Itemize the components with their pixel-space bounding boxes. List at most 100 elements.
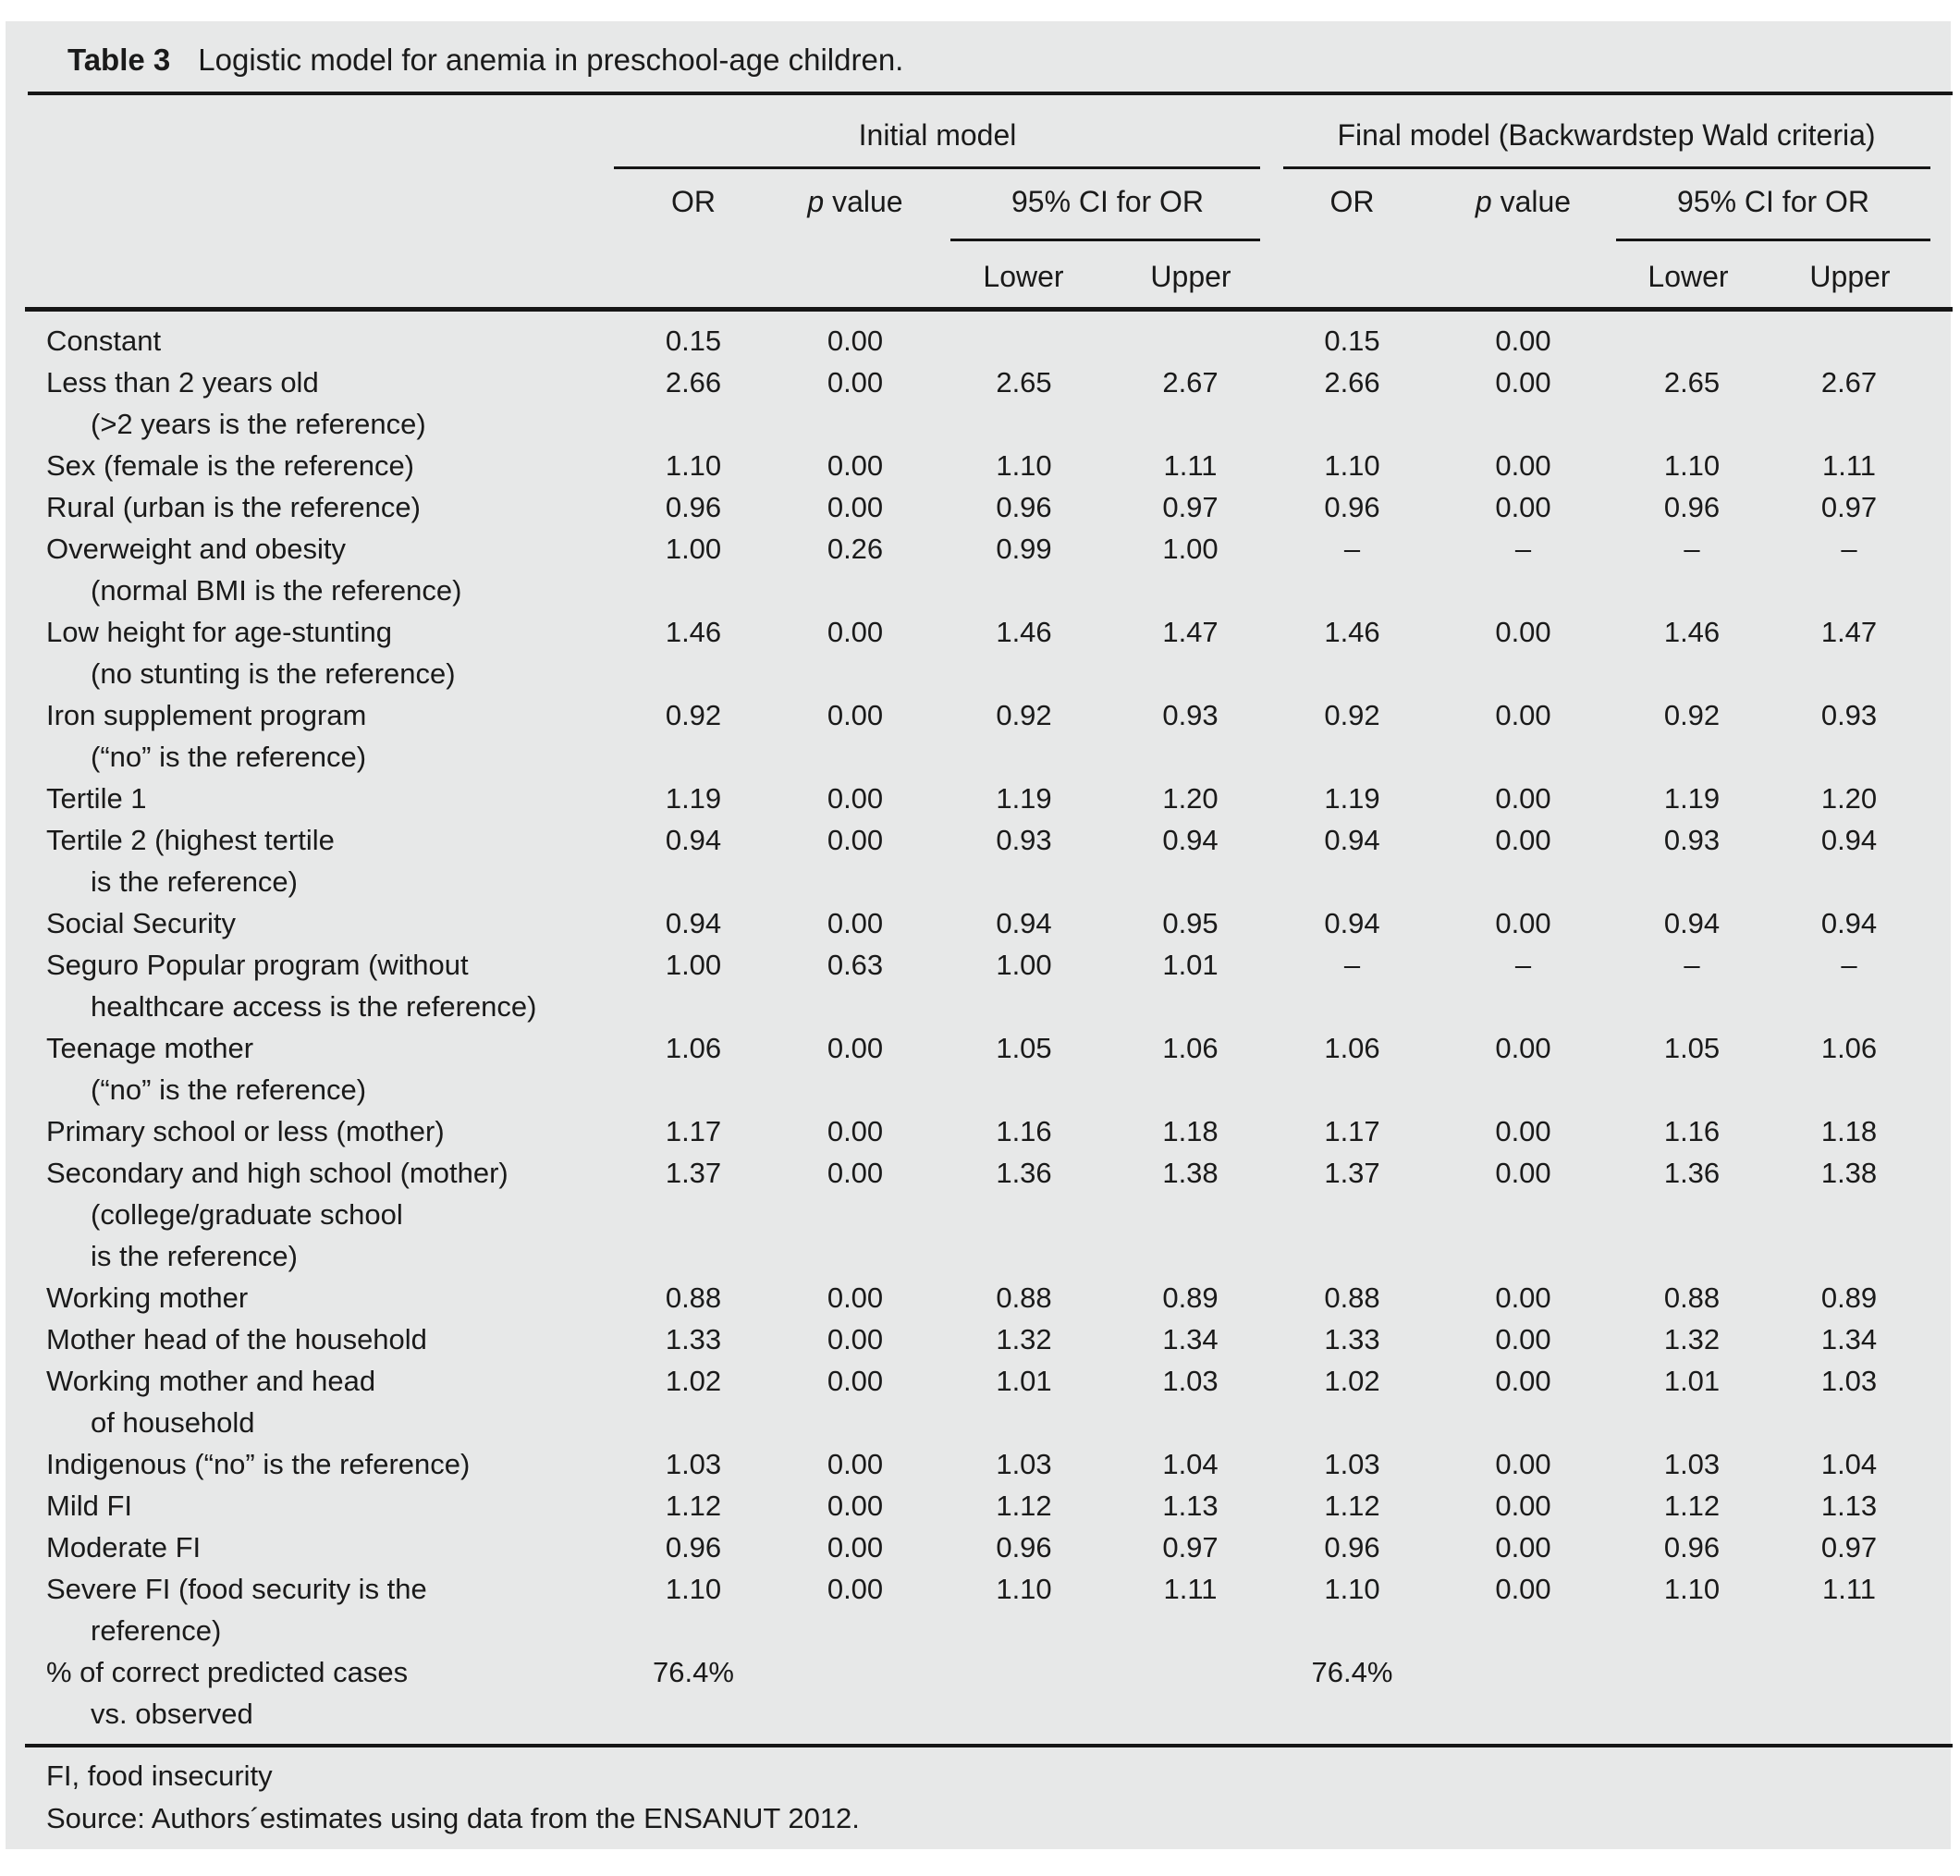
cell-initial-upper: 0.89 (1162, 1281, 1219, 1314)
cell-final-lower: 1.10 (1663, 449, 1721, 482)
row-label: Seguro Popular program (without (46, 949, 469, 981)
cell-initial-lower: 1.03 (996, 1448, 1052, 1480)
cell-initial-p (749, 736, 962, 778)
cell-final-or: 0.88 (1324, 1281, 1380, 1314)
cell-initial-lower: 0.92 (996, 699, 1052, 731)
cell-initial-lower: 1.16 (996, 1115, 1052, 1147)
group-header-final-model: Final model (Backwardstep Wald criteria) (1337, 118, 1876, 152)
row-label: Working mother and head (46, 1365, 376, 1397)
cell-final-p (1410, 986, 1636, 1027)
cell-final-lower (1636, 736, 1747, 778)
cell-final-p (1410, 1651, 1636, 1693)
cell-initial-upper: 0.93 (1162, 699, 1219, 731)
row-label: Primary school or less (mother) (46, 1115, 445, 1147)
col-header-final-or: OR (1329, 185, 1375, 218)
cell-initial-upper: 0.97 (1162, 1531, 1219, 1563)
cell-final-upper (1747, 403, 1951, 445)
cell-initial-lower (962, 403, 1086, 445)
cell-final-or: 0.94 (1324, 824, 1380, 856)
cell-final-p (1410, 1402, 1636, 1443)
cell-final-lower: 1.16 (1663, 1115, 1721, 1147)
cell-initial-or: 1.33 (665, 1323, 722, 1355)
cell-final-lower: 0.96 (1663, 1531, 1721, 1563)
cell-initial-upper: 1.04 (1162, 1448, 1219, 1480)
cell-final-or (1294, 986, 1410, 1027)
cell-final-or: – (1343, 533, 1361, 565)
cell-initial-lower (962, 320, 1086, 362)
cell-final-or (1294, 1610, 1410, 1651)
cell-final-or: 1.46 (1324, 616, 1380, 648)
row-label: Working mother (46, 1281, 249, 1314)
col-header-initial-or: OR (671, 185, 716, 218)
cell-initial-or: 1.10 (665, 1573, 722, 1605)
cell-final-or (1294, 1402, 1410, 1443)
col-header-initial-lower: Lower (983, 260, 1064, 293)
row-label: Tertile 2 (highest tertile (46, 824, 335, 856)
footnote-abbreviation: FI, food insecurity (46, 1760, 273, 1792)
row-label: Less than 2 years old (46, 366, 319, 398)
cell-initial-or (638, 861, 749, 902)
cell-initial-upper (1086, 1194, 1294, 1235)
cell-final-p: 0.00 (1495, 907, 1551, 939)
cell-final-p (1410, 736, 1636, 778)
cell-initial-lower: 0.96 (996, 1531, 1052, 1563)
cell-final-p: 0.00 (1495, 449, 1551, 482)
cell-initial-lower: 1.00 (996, 949, 1052, 981)
cell-final-p: 0.00 (1495, 325, 1551, 357)
cell-initial-or: 0.15 (665, 325, 722, 357)
row-label-continuation: vs. observed (91, 1698, 253, 1730)
cell-initial-lower (962, 1693, 1086, 1735)
cell-initial-upper (1086, 1069, 1294, 1110)
cell-initial-or (638, 1069, 749, 1110)
cell-initial-or: 1.06 (665, 1032, 722, 1064)
row-label: % of correct predicted cases (46, 1656, 409, 1688)
cell-initial-lower: 1.12 (996, 1490, 1052, 1522)
cell-final-upper (1747, 1610, 1951, 1651)
row-label: Severe FI (food security is the (46, 1573, 427, 1605)
cell-final-upper (1747, 320, 1951, 362)
cell-initial-p: 0.00 (827, 782, 884, 815)
cell-initial-or: 0.96 (665, 1531, 722, 1563)
cell-initial-or: 1.03 (665, 1448, 722, 1480)
cell-initial-p: 0.00 (827, 907, 884, 939)
cell-final-lower: 1.12 (1663, 1490, 1721, 1522)
cell-final-p: 0.00 (1495, 699, 1551, 731)
cell-final-upper (1747, 1693, 1951, 1735)
cell-initial-or: 1.00 (665, 533, 722, 565)
cell-final-or (1294, 1194, 1410, 1235)
cell-final-p: 0.00 (1495, 1323, 1551, 1355)
cell-final-upper: 1.38 (1820, 1157, 1878, 1189)
cell-initial-lower: 0.88 (996, 1281, 1052, 1314)
cell-initial-upper (1086, 403, 1294, 445)
row-label: Social Security (46, 907, 237, 939)
cell-initial-upper: 1.00 (1162, 533, 1219, 565)
cell-final-lower (1636, 320, 1747, 362)
cell-final-p (1410, 1610, 1636, 1651)
cell-final-upper: 1.34 (1820, 1323, 1878, 1355)
cell-initial-upper (1086, 570, 1294, 611)
cell-final-or: 1.03 (1324, 1448, 1380, 1480)
cell-initial-upper: 1.11 (1163, 449, 1218, 482)
cell-final-upper (1747, 1651, 1951, 1693)
cell-initial-upper (1086, 1651, 1294, 1693)
cell-initial-p: 0.00 (827, 1157, 884, 1189)
cell-final-or: – (1343, 949, 1361, 981)
p-italic: p (1475, 185, 1492, 218)
cell-final-lower: 0.88 (1663, 1281, 1721, 1314)
row-label: Overweight and obesity (46, 533, 346, 565)
cell-final-lower: 1.36 (1663, 1157, 1721, 1189)
cell-initial-p: 0.00 (827, 1448, 884, 1480)
cell-final-p (1410, 653, 1636, 694)
cell-final-or (1294, 1235, 1410, 1277)
cell-final-or: 1.37 (1324, 1157, 1380, 1189)
cell-final-or (1294, 653, 1410, 694)
col-header-initial-pvalue: p value (749, 185, 962, 218)
cell-final-upper: 1.04 (1820, 1448, 1878, 1480)
row-label-continuation: is the reference) (91, 865, 298, 898)
cell-initial-p: 0.00 (827, 616, 884, 648)
cell-final-p: 0.00 (1495, 1448, 1551, 1480)
cell-initial-upper: 1.13 (1162, 1490, 1219, 1522)
cell-final-lower: 1.10 (1663, 1573, 1721, 1605)
cell-final-p: – (1514, 949, 1532, 981)
cell-initial-upper: 0.94 (1162, 824, 1219, 856)
